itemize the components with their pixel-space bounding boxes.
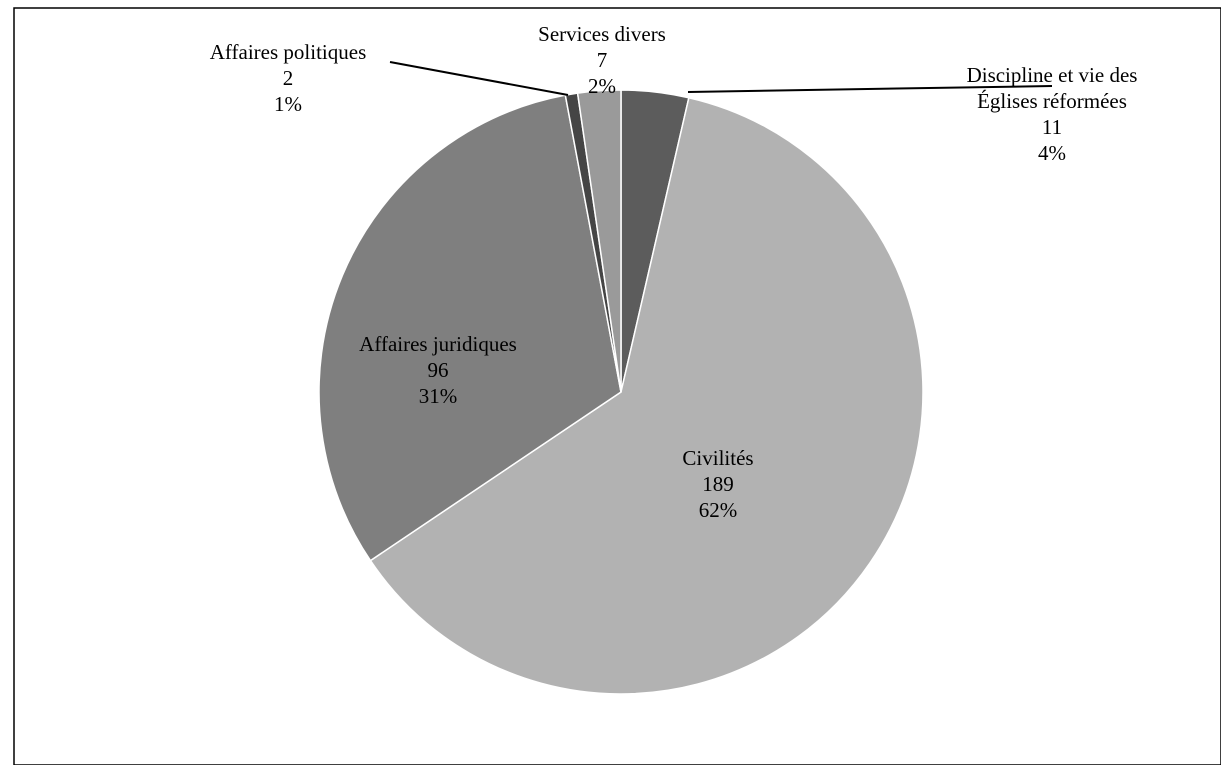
slice-percent-politiques: 1% bbox=[274, 92, 302, 116]
leader-line-politiques bbox=[389, 61, 569, 96]
pie-slice-services bbox=[576, 89, 622, 393]
slice-percent-juridiques: 31% bbox=[419, 384, 458, 408]
slice-label-politiques: Affaires politiques bbox=[210, 40, 367, 64]
slice-value-discipline: 11 bbox=[1042, 115, 1062, 139]
pie-slice-civilites bbox=[369, 96, 924, 695]
slice-percent-discipline: 4% bbox=[1038, 141, 1066, 165]
pie-slice-juridiques bbox=[318, 94, 622, 562]
slice-percent-civilites: 62% bbox=[699, 498, 738, 522]
slice-label-civilites: Civilités bbox=[682, 446, 753, 470]
slice-label-discipline-line1: Discipline et vie des bbox=[967, 63, 1138, 87]
slice-label-services: Services divers bbox=[538, 22, 666, 46]
slice-percent-services: 2% bbox=[588, 74, 616, 98]
slice-value-civilites: 189 bbox=[702, 472, 734, 496]
slice-label-discipline-line2: Églises réformées bbox=[977, 89, 1127, 113]
pie-slices bbox=[318, 89, 924, 695]
slice-value-juridiques: 96 bbox=[428, 358, 449, 382]
leader-line-discipline bbox=[687, 85, 1053, 93]
leader-lines bbox=[389, 61, 1053, 96]
slice-label-juridiques: Affaires juridiques bbox=[359, 332, 517, 356]
slice-value-politiques: 2 bbox=[283, 66, 294, 90]
slice-value-services: 7 bbox=[597, 48, 608, 72]
chart-border bbox=[13, 7, 1221, 765]
